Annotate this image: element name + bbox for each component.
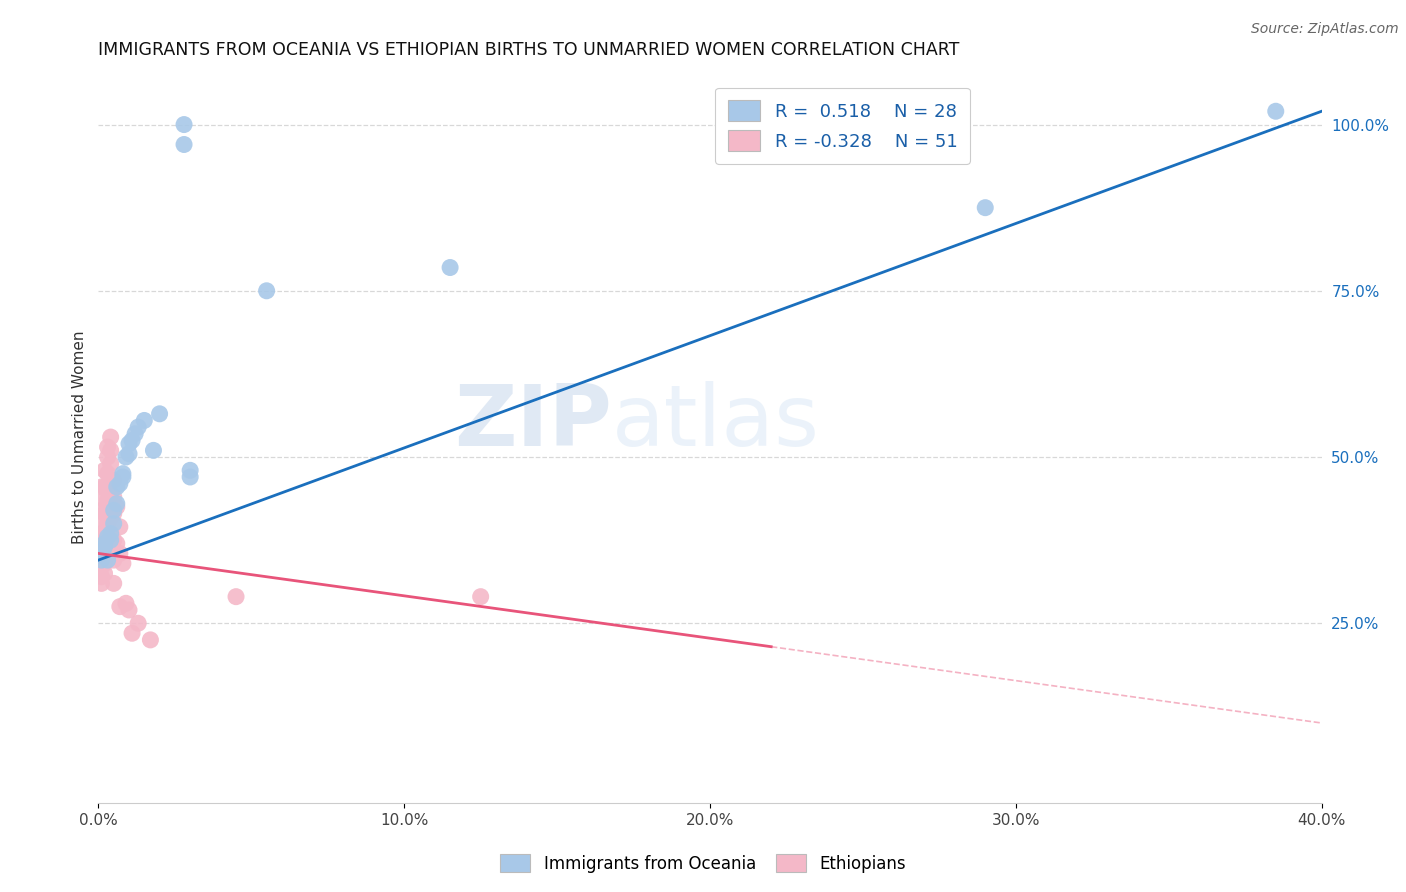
Point bbox=[100, 473, 122, 487]
Point bbox=[100, 509, 122, 524]
Point bbox=[108, 476, 131, 491]
Point bbox=[90, 480, 112, 494]
Point bbox=[105, 480, 128, 494]
Point bbox=[111, 470, 134, 484]
Point bbox=[100, 486, 122, 500]
Point bbox=[127, 616, 149, 631]
Point bbox=[103, 507, 125, 521]
Point bbox=[115, 450, 138, 464]
Point bbox=[111, 557, 134, 571]
Point bbox=[90, 503, 112, 517]
Point bbox=[90, 553, 112, 567]
Point bbox=[100, 533, 122, 548]
Point bbox=[1264, 104, 1286, 119]
Point bbox=[100, 526, 122, 541]
Point bbox=[97, 507, 120, 521]
Point bbox=[124, 426, 146, 441]
Point bbox=[97, 480, 120, 494]
Point bbox=[90, 546, 112, 560]
Point bbox=[103, 576, 125, 591]
Point bbox=[149, 407, 172, 421]
Point bbox=[97, 493, 120, 508]
Legend: Immigrants from Oceania, Ethiopians: Immigrants from Oceania, Ethiopians bbox=[494, 847, 912, 880]
Point bbox=[93, 546, 115, 560]
Point bbox=[100, 443, 122, 458]
Point bbox=[97, 530, 120, 544]
Point bbox=[179, 463, 201, 477]
Point bbox=[97, 440, 120, 454]
Point bbox=[118, 447, 141, 461]
Point bbox=[90, 526, 112, 541]
Point bbox=[173, 137, 195, 152]
Text: Source: ZipAtlas.com: Source: ZipAtlas.com bbox=[1251, 22, 1399, 37]
Point bbox=[90, 576, 112, 591]
Point bbox=[139, 632, 162, 647]
Point bbox=[93, 507, 115, 521]
Point bbox=[118, 436, 141, 450]
Point bbox=[93, 566, 115, 581]
Point bbox=[108, 520, 131, 534]
Point bbox=[111, 467, 134, 481]
Point bbox=[470, 590, 492, 604]
Text: ZIP: ZIP bbox=[454, 381, 612, 464]
Text: IMMIGRANTS FROM OCEANIA VS ETHIOPIAN BIRTHS TO UNMARRIED WOMEN CORRELATION CHART: IMMIGRANTS FROM OCEANIA VS ETHIOPIAN BIR… bbox=[98, 41, 960, 59]
Point bbox=[108, 546, 131, 560]
Text: atlas: atlas bbox=[612, 381, 820, 464]
Point bbox=[439, 260, 461, 275]
Point bbox=[93, 493, 115, 508]
Y-axis label: Births to Unmarried Women: Births to Unmarried Women bbox=[72, 330, 87, 544]
Point bbox=[97, 516, 120, 531]
Point bbox=[100, 526, 122, 541]
Point bbox=[93, 480, 115, 494]
Point bbox=[100, 430, 122, 444]
Point bbox=[127, 420, 149, 434]
Point bbox=[974, 201, 997, 215]
Point bbox=[108, 599, 131, 614]
Point bbox=[173, 118, 195, 132]
Point bbox=[90, 540, 112, 554]
Point bbox=[97, 450, 120, 464]
Point bbox=[100, 457, 122, 471]
Point bbox=[121, 434, 143, 448]
Point bbox=[93, 540, 115, 554]
Point bbox=[105, 500, 128, 514]
Point bbox=[93, 516, 115, 531]
Point bbox=[90, 570, 112, 584]
Point bbox=[115, 596, 138, 610]
Point bbox=[97, 553, 120, 567]
Point bbox=[142, 443, 165, 458]
Point bbox=[93, 463, 115, 477]
Point bbox=[105, 497, 128, 511]
Point bbox=[134, 413, 156, 427]
Point bbox=[93, 557, 115, 571]
Point bbox=[93, 540, 115, 554]
Point bbox=[118, 603, 141, 617]
Point bbox=[103, 503, 125, 517]
Point bbox=[90, 559, 112, 574]
Point bbox=[103, 533, 125, 548]
Point bbox=[256, 284, 278, 298]
Point bbox=[103, 553, 125, 567]
Point bbox=[103, 473, 125, 487]
Point bbox=[103, 490, 125, 504]
Point bbox=[179, 470, 201, 484]
Point bbox=[105, 536, 128, 550]
Legend: R =  0.518    N = 28, R = -0.328    N = 51: R = 0.518 N = 28, R = -0.328 N = 51 bbox=[716, 87, 970, 164]
Point bbox=[93, 526, 115, 541]
Point bbox=[225, 590, 247, 604]
Point bbox=[93, 536, 115, 550]
Point bbox=[103, 516, 125, 531]
Point bbox=[90, 553, 112, 567]
Point bbox=[97, 467, 120, 481]
Point bbox=[121, 626, 143, 640]
